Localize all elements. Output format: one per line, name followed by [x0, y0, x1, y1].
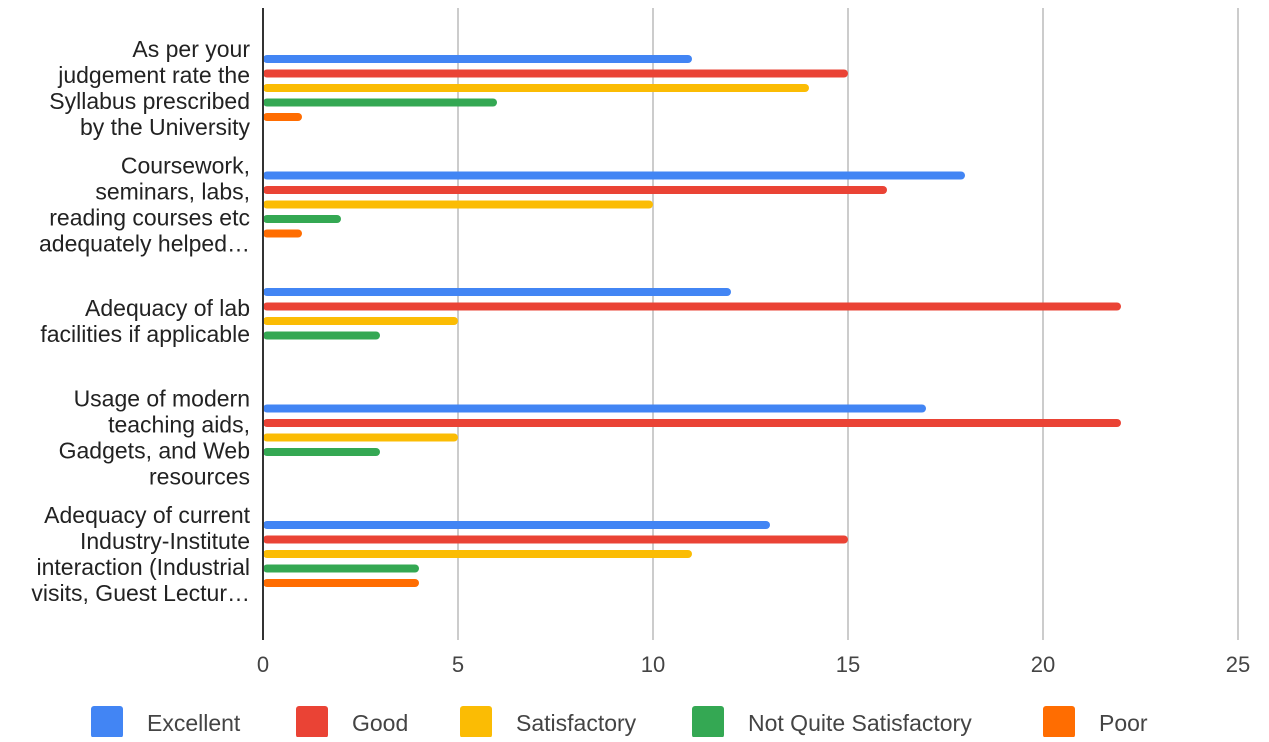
- x-tick-label: 0: [257, 652, 269, 677]
- category-label: Adequacy of current Industry-Institute int…: [31, 502, 250, 606]
- legend-swatch: [692, 706, 724, 738]
- legend-swatch: [460, 706, 492, 738]
- bar-good: [263, 69, 848, 78]
- bar-excellent: [263, 288, 731, 296]
- legend-swatch: [91, 706, 123, 738]
- legend-swatch: [1043, 706, 1075, 738]
- bar-not-quite-satisfactory: [263, 98, 497, 107]
- bar-poor: [263, 113, 302, 121]
- bar-not-quite-satisfactory: [263, 564, 419, 573]
- x-tick-labels: 0 5 10 15 20 25: [257, 652, 1250, 677]
- bar-excellent: [263, 404, 926, 413]
- bar-satisfactory: [263, 433, 458, 442]
- bar-not-quite-satisfactory: [263, 331, 380, 340]
- bar-satisfactory: [263, 200, 653, 209]
- bar-excellent: [263, 171, 965, 180]
- x-tick-label: 15: [836, 652, 860, 677]
- category-labels: As per your judgement rate the Syllabus pr…: [31, 36, 250, 606]
- bar-satisfactory: [263, 84, 809, 92]
- bar-satisfactory: [263, 550, 692, 558]
- bar-satisfactory: [263, 317, 458, 325]
- legend-label: Poor: [1099, 710, 1148, 736]
- bar-good: [263, 419, 1121, 427]
- legend-swatch: [296, 706, 328, 738]
- x-tick-label: 20: [1031, 652, 1055, 677]
- legend-item: Satisfactory: [460, 706, 637, 738]
- category-label: Adequacy of lab facilities if applicable: [40, 295, 250, 347]
- legend-label: Good: [352, 710, 408, 736]
- legend-item: Excellent: [91, 706, 241, 738]
- bar-excellent: [263, 521, 770, 529]
- category-label: Usage of modern teaching aids, Gadgets, an…: [59, 386, 250, 490]
- category-label: As per your judgement rate the Syllabus pr…: [49, 36, 250, 140]
- bar-poor: [263, 229, 302, 238]
- bars: [263, 55, 1121, 587]
- legend: Excellent Good Satisfactory Not Quite Satis…: [91, 706, 1148, 738]
- bar-good: [263, 302, 1121, 311]
- legend-item: Good: [296, 706, 408, 738]
- bar-poor: [263, 579, 419, 587]
- gridlines: [457, 8, 1239, 640]
- x-tick-label: 5: [452, 652, 464, 677]
- bar-not-quite-satisfactory: [263, 448, 380, 456]
- legend-item: Not Quite Satisfactory: [692, 706, 972, 738]
- x-tick-label: 25: [1226, 652, 1250, 677]
- bar-not-quite-satisfactory: [263, 215, 341, 223]
- legend-label: Not Quite Satisfactory: [748, 710, 972, 736]
- legend-item: Poor: [1043, 706, 1148, 738]
- bar-good: [263, 535, 848, 544]
- legend-label: Excellent: [147, 710, 241, 736]
- category-label: Coursework, seminars, labs, reading course…: [39, 153, 250, 257]
- bar-excellent: [263, 55, 692, 63]
- bar-good: [263, 186, 887, 194]
- x-tick-label: 10: [641, 652, 665, 677]
- legend-label: Satisfactory: [516, 710, 637, 736]
